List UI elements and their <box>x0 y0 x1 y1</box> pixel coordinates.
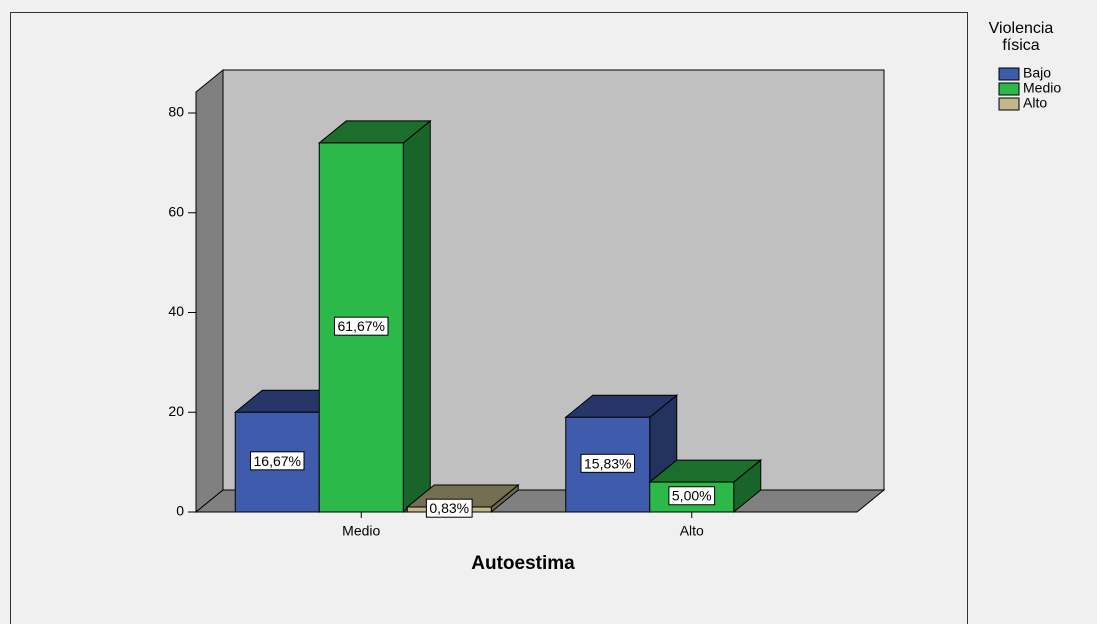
legend-swatch <box>998 97 1020 111</box>
x-tick-label: Medio <box>342 523 380 539</box>
data-label-box <box>580 453 635 473</box>
data-label: 15,83% <box>584 455 631 471</box>
y-tick-label: 80 <box>168 104 184 120</box>
y-tick-label: 0 <box>176 503 184 519</box>
bar-side <box>402 119 431 514</box>
legend-label: Alto <box>1023 95 1047 111</box>
data-label-box <box>668 486 716 506</box>
y-tick-label: 60 <box>168 203 184 219</box>
data-label-box <box>334 316 389 336</box>
y-tick-label: 40 <box>168 303 184 319</box>
x-tick-label: Alto <box>680 523 704 539</box>
data-label: 0,83% <box>429 500 469 516</box>
data-label: 61,67% <box>338 318 385 334</box>
data-label: 16,67% <box>254 453 301 469</box>
legend-swatch <box>998 82 1020 96</box>
legend-label: Medio <box>1023 80 1061 96</box>
data-label-box <box>425 498 473 518</box>
x-axis-label: Autoestima <box>471 553 575 574</box>
data-label-box <box>250 451 305 471</box>
legend-title: Violencia física <box>988 20 1054 54</box>
legend-swatch <box>998 67 1020 81</box>
y-tick-label: 20 <box>168 403 184 419</box>
bar <box>234 411 320 513</box>
left-wall <box>195 68 224 514</box>
legend-label: Bajo <box>1023 65 1051 81</box>
data-label: 5,00% <box>672 488 712 504</box>
